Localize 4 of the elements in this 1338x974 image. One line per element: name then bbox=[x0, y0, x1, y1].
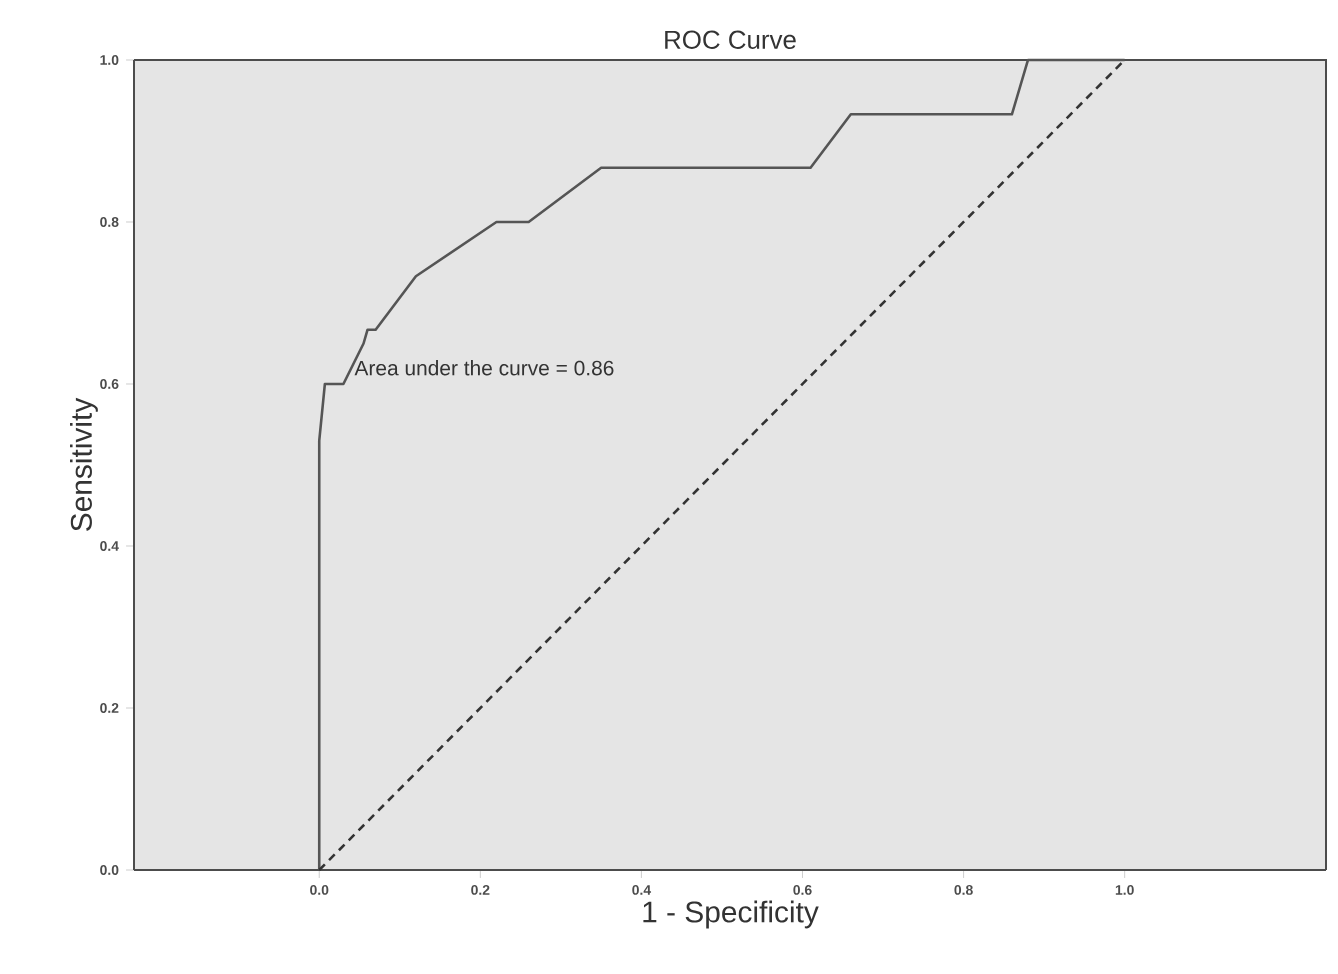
y-axis-title: Sensitivity bbox=[70, 397, 98, 531]
x-axis-title: 1 - Specificity bbox=[643, 900, 819, 929]
annotation: Area under the curve = 0.86 bbox=[354, 360, 614, 376]
chart-title: ROC Curve bbox=[665, 30, 796, 49]
